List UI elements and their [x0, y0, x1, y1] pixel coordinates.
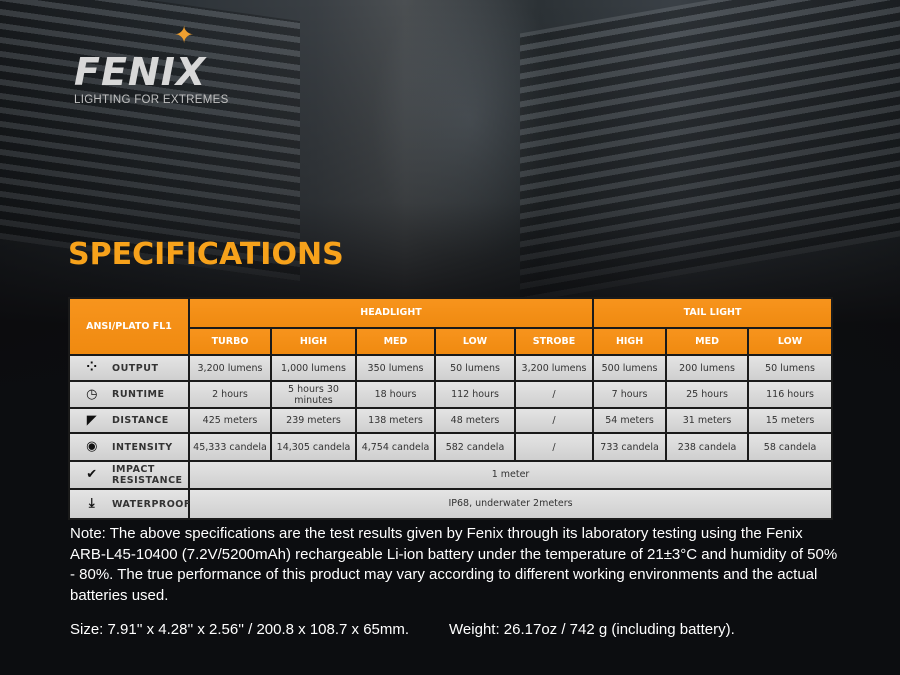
- mode-header: HIGH: [270, 327, 357, 356]
- footer-text: Note: The above specifications are the t…: [70, 524, 840, 640]
- impact-label-cell: ✔ IMPACT RESISTANCE: [68, 460, 190, 490]
- spec-value: 58 candela: [747, 432, 834, 462]
- spec-value: 425 meters: [188, 407, 272, 434]
- mode-header: TURBO: [188, 327, 272, 356]
- mode-header: LOW: [747, 327, 834, 356]
- mode-header: MED: [355, 327, 436, 356]
- spec-value: 54 meters: [592, 407, 668, 434]
- spec-value: 14,305 candela: [270, 432, 357, 462]
- table-row: ◤ DISTANCE 425 meters 239 meters 138 meters 4…: [68, 407, 834, 434]
- spec-value: 2 hours: [188, 380, 272, 409]
- mode-header: STROBE: [513, 327, 595, 356]
- spec-value: 112 hours: [434, 380, 516, 409]
- table-row: ⁘ OUTPUT 3,200 lumens 1,000 lumens 350 lumen…: [68, 354, 834, 382]
- target-icon: ◉: [86, 439, 98, 454]
- spec-value: 50 lumens: [434, 354, 516, 382]
- output-icon: ⁘: [86, 360, 98, 375]
- spec-value: 350 lumens: [355, 354, 436, 382]
- spec-value: 18 hours: [355, 380, 436, 409]
- spec-value: 239 meters: [270, 407, 357, 434]
- waterproof-icon: ⤓: [88, 496, 96, 511]
- corner-header: ANSI/PLATO FL1: [68, 297, 190, 356]
- star-icon: ✦: [174, 21, 195, 49]
- logo-brand: FENIX: [74, 50, 207, 94]
- spec-value: 25 hours: [665, 380, 750, 409]
- spec-value: 238 candela: [665, 432, 750, 462]
- table-row: ◉ INTENSITY 45,333 candela 14,305 candela 4,…: [68, 432, 834, 462]
- table-row: ◷ RUNTIME 2 hours 5 hours 30 minutes 18 hour…: [68, 380, 834, 409]
- spec-value: 31 meters: [665, 407, 750, 434]
- row-label-cell: ◉ INTENSITY: [68, 432, 190, 462]
- spec-value: 116 hours: [747, 380, 834, 409]
- spec-value: /: [513, 432, 595, 462]
- row-label-cell: ◷ RUNTIME: [68, 380, 190, 409]
- spec-table: ANSI/PLATO FL1 HEADLIGHT TAIL LIGHT TURB…: [68, 297, 834, 520]
- clock-icon: ◷: [86, 386, 98, 402]
- impact-icon: ✔: [86, 467, 98, 482]
- spec-value: 7 hours: [592, 380, 668, 409]
- spec-value: 3,200 lumens: [188, 354, 272, 382]
- spec-value: 138 meters: [355, 407, 436, 434]
- distance-icon: ◤: [86, 412, 98, 428]
- headlight-header: HEADLIGHT: [187, 297, 595, 329]
- spec-value: 5 hours 30 minutes: [270, 380, 357, 409]
- mode-header: LOW: [434, 327, 516, 356]
- spec-value: 582 candela: [434, 432, 516, 462]
- spec-value: 4,754 candela: [355, 432, 436, 462]
- spec-value: 3,200 lumens: [513, 354, 595, 382]
- spec-value: 1,000 lumens: [270, 354, 357, 382]
- mode-header: MED: [665, 327, 750, 356]
- taillight-header: TAIL LIGHT: [592, 297, 834, 329]
- spec-value: 48 meters: [434, 407, 516, 434]
- impact-value: 1 meter: [187, 460, 834, 490]
- dimensions-line: Size: 7.91'' x 4.28'' x 2.56'' / 200.8 x…: [70, 620, 840, 640]
- row-label-cell: ⁘ OUTPUT: [68, 354, 190, 382]
- row-label-cell: ◤ DISTANCE: [68, 407, 190, 434]
- note-text: Note: The above specifications are the t…: [70, 525, 838, 604]
- waterproof-label-cell: ⤓ WATERPROOF: [68, 488, 190, 520]
- spec-value: 500 lumens: [592, 354, 668, 382]
- spec-value: /: [513, 407, 595, 434]
- weight-text: Weight: 26.17oz / 742 g (including batte…: [449, 621, 735, 638]
- fenix-logo: ✦ FENIX LIGHTING FOR EXTREMES: [74, 22, 229, 107]
- spec-value: 200 lumens: [665, 354, 750, 382]
- spec-value: 733 candela: [592, 432, 668, 462]
- logo-tagline: LIGHTING FOR EXTREMES: [74, 94, 229, 106]
- spec-value: 50 lumens: [747, 354, 834, 382]
- mode-header: HIGH: [592, 327, 668, 356]
- page-title: SPECIFICATIONS: [68, 237, 344, 272]
- spec-value: /: [513, 380, 595, 409]
- spec-value: 15 meters: [747, 407, 834, 434]
- spec-value: 45,333 candela: [188, 432, 272, 462]
- size-text: Size: 7.91'' x 4.28'' x 2.56'' / 200.8 x…: [70, 621, 410, 638]
- waterproof-value: IP68, underwater 2meters: [187, 488, 834, 520]
